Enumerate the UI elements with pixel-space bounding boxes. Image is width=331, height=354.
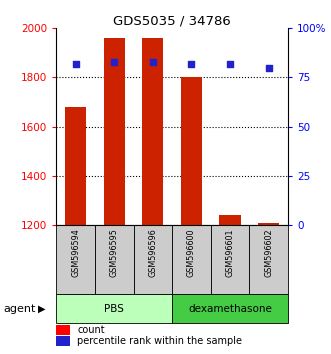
Text: dexamethasone: dexamethasone: [188, 304, 272, 314]
Text: ▶: ▶: [38, 304, 46, 314]
Point: [150, 59, 156, 64]
Point: [266, 65, 271, 70]
Bar: [95, 225, 133, 294]
Bar: [56, 336, 70, 346]
Bar: [172, 225, 211, 294]
Bar: [211, 225, 249, 294]
Text: GSM596602: GSM596602: [264, 228, 273, 277]
Point: [112, 59, 117, 64]
Text: percentile rank within the sample: percentile rank within the sample: [77, 336, 242, 346]
Text: GSM596594: GSM596594: [71, 228, 80, 277]
Bar: [142, 38, 164, 225]
Point: [227, 61, 233, 67]
Title: GDS5035 / 34786: GDS5035 / 34786: [113, 14, 231, 27]
Bar: [258, 223, 279, 225]
Bar: [56, 294, 172, 323]
Text: PBS: PBS: [104, 304, 124, 314]
Text: GSM596596: GSM596596: [148, 228, 157, 277]
Point: [73, 61, 78, 67]
Bar: [219, 215, 241, 225]
Bar: [56, 225, 95, 294]
Bar: [65, 107, 86, 225]
Bar: [249, 225, 288, 294]
Bar: [133, 225, 172, 294]
Point: [189, 61, 194, 67]
Bar: [104, 38, 125, 225]
Bar: [172, 294, 288, 323]
Bar: [56, 325, 70, 335]
Text: agent: agent: [3, 304, 36, 314]
Text: GSM596595: GSM596595: [110, 228, 119, 277]
Text: count: count: [77, 325, 105, 335]
Bar: [181, 78, 202, 225]
Text: GSM596600: GSM596600: [187, 228, 196, 277]
Text: GSM596601: GSM596601: [225, 228, 235, 277]
